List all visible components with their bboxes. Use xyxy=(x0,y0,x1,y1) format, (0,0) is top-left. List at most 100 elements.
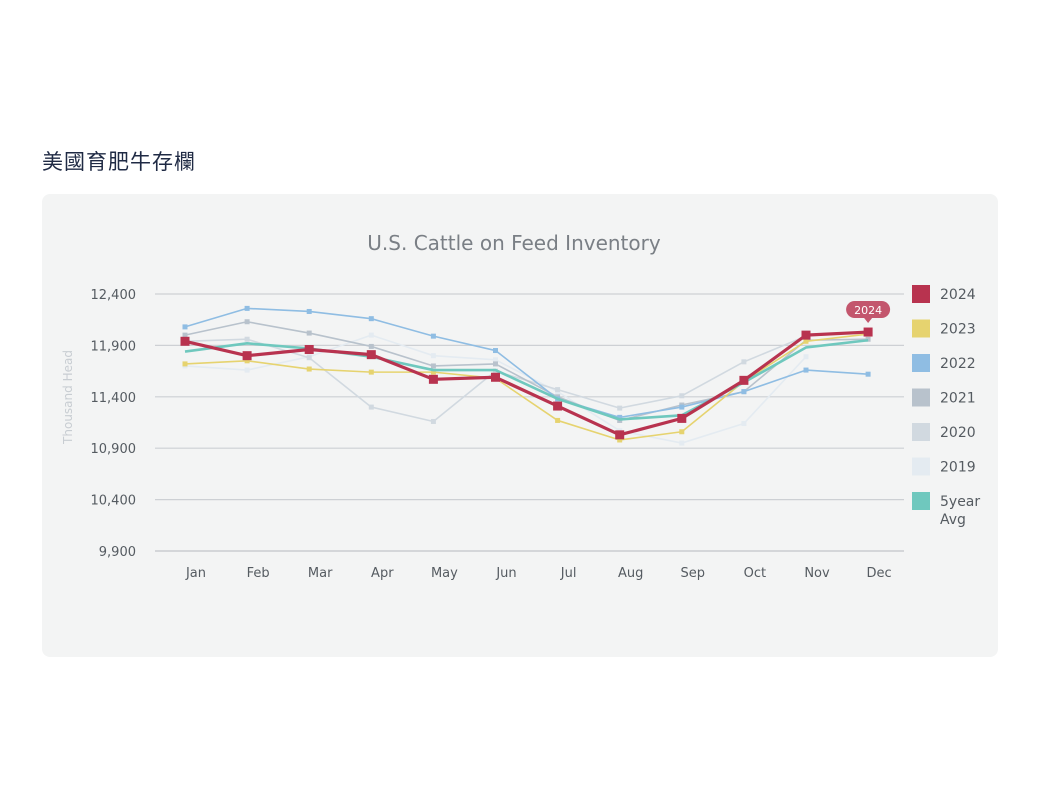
data-point[interactable] xyxy=(617,437,623,443)
legend-swatch xyxy=(912,492,930,510)
data-point[interactable] xyxy=(242,351,252,361)
data-point[interactable] xyxy=(306,355,312,361)
annotation-label: 2024 xyxy=(854,304,882,317)
data-point[interactable] xyxy=(679,440,685,446)
data-point[interactable] xyxy=(493,348,498,354)
series-line-2023 xyxy=(184,333,869,441)
data-point[interactable] xyxy=(677,413,687,423)
data-point[interactable] xyxy=(306,366,312,372)
legend-item-5year-avg[interactable]: 5year Avg xyxy=(912,492,980,528)
data-point[interactable] xyxy=(801,330,811,340)
data-point[interactable] xyxy=(368,404,374,410)
data-point[interactable] xyxy=(244,367,250,373)
data-point[interactable] xyxy=(493,361,498,367)
legend-item-2023[interactable]: 2023 xyxy=(912,319,976,338)
data-point[interactable] xyxy=(182,324,188,330)
data-point[interactable] xyxy=(865,371,871,377)
data-point[interactable] xyxy=(182,361,188,367)
data-point[interactable] xyxy=(182,332,188,338)
data-point[interactable] xyxy=(863,327,873,337)
data-point[interactable] xyxy=(428,374,438,384)
data-point[interactable] xyxy=(679,404,685,410)
chart-title: U.S. Cattle on Feed Inventory xyxy=(367,231,661,255)
chart-svg: U.S. Cattle on Feed Inventory Thousand H… xyxy=(61,231,980,581)
data-point[interactable] xyxy=(741,359,747,365)
series-line-2024 xyxy=(184,330,869,437)
legend-item-2021[interactable]: 2021 xyxy=(912,388,976,407)
legend-label: 5year xyxy=(940,494,980,510)
legend-label: 2019 xyxy=(940,460,976,476)
data-point[interactable] xyxy=(493,357,498,363)
data-point[interactable] xyxy=(617,405,623,411)
x-tick-label: Nov xyxy=(804,566,830,581)
data-point[interactable] xyxy=(803,338,809,344)
data-point[interactable] xyxy=(741,421,747,427)
data-point[interactable] xyxy=(803,367,809,373)
series-5year-avg xyxy=(184,338,869,421)
data-point[interactable] xyxy=(679,429,685,435)
legend-item-2020[interactable]: 2020 xyxy=(912,423,976,441)
x-tick-label: Apr xyxy=(371,566,394,581)
legend-label: 2023 xyxy=(940,322,976,338)
data-point[interactable] xyxy=(617,414,623,420)
y-tick-label: 11,400 xyxy=(91,391,137,406)
data-point[interactable] xyxy=(244,358,250,364)
data-point[interactable] xyxy=(368,369,374,375)
data-point[interactable] xyxy=(244,305,250,311)
legend-item-2024[interactable]: 2024 xyxy=(912,285,976,303)
data-point[interactable] xyxy=(430,333,436,339)
y-tick-label: 11,900 xyxy=(91,339,137,354)
series-2021 xyxy=(182,319,871,423)
y-tick-layer: 9,900 10,400 10,900 11,400 11,900 12,400 xyxy=(91,288,137,560)
data-point[interactable] xyxy=(679,393,685,399)
legend-swatch xyxy=(912,423,930,441)
data-point[interactable] xyxy=(553,401,563,411)
data-point[interactable] xyxy=(555,417,561,423)
legend-swatch xyxy=(912,457,930,476)
data-point[interactable] xyxy=(430,418,436,424)
data-point[interactable] xyxy=(180,336,190,346)
data-point[interactable] xyxy=(304,345,314,355)
data-point[interactable] xyxy=(368,316,374,322)
x-tick-label: Sep xyxy=(681,566,706,581)
legend-item-2019[interactable]: 2019 xyxy=(912,457,976,476)
y-tick-label: 10,400 xyxy=(91,494,137,509)
data-point[interactable] xyxy=(306,308,312,314)
y-tick-label: 9,900 xyxy=(99,545,136,560)
data-point[interactable] xyxy=(430,363,436,369)
data-point[interactable] xyxy=(368,332,374,338)
series-line-2021 xyxy=(184,320,869,422)
x-tick-label: Jul xyxy=(560,566,577,581)
x-tick-label: May xyxy=(431,566,458,581)
series-layer xyxy=(180,305,873,446)
data-point[interactable] xyxy=(865,336,871,342)
data-point[interactable] xyxy=(306,330,312,336)
legend-label: 2024 xyxy=(940,287,976,303)
page-title: 美國育肥牛存欄 xyxy=(42,150,196,174)
data-point[interactable] xyxy=(741,389,747,395)
data-point[interactable] xyxy=(366,350,376,360)
legend-label: 2022 xyxy=(940,356,976,372)
data-point[interactable] xyxy=(491,372,500,382)
data-point[interactable] xyxy=(803,354,809,360)
legend-label: 2021 xyxy=(940,391,976,407)
data-point[interactable] xyxy=(430,369,436,375)
data-point[interactable] xyxy=(555,387,561,393)
x-tick-label: Jan xyxy=(185,566,206,581)
annotation-layer: 2024 xyxy=(846,301,891,324)
x-tick-label: Feb xyxy=(247,566,270,581)
legend[interactable]: 2024 2023 2022 2021 2020 2019 5year Avg xyxy=(912,285,980,528)
data-point[interactable] xyxy=(244,336,250,342)
series-line-2022 xyxy=(184,307,869,419)
data-point[interactable] xyxy=(430,353,436,359)
data-point[interactable] xyxy=(368,343,374,349)
x-tick-label: Oct xyxy=(744,566,766,581)
series-2023 xyxy=(182,331,871,443)
legend-item-2022[interactable]: 2022 xyxy=(912,354,976,372)
y-axis-label: Thousand Head xyxy=(61,350,75,445)
y-tick-label: 12,400 xyxy=(91,288,137,303)
data-point[interactable] xyxy=(739,375,749,385)
data-point[interactable] xyxy=(615,430,625,440)
x-tick-label: Jun xyxy=(495,566,516,581)
data-point[interactable] xyxy=(244,319,250,325)
